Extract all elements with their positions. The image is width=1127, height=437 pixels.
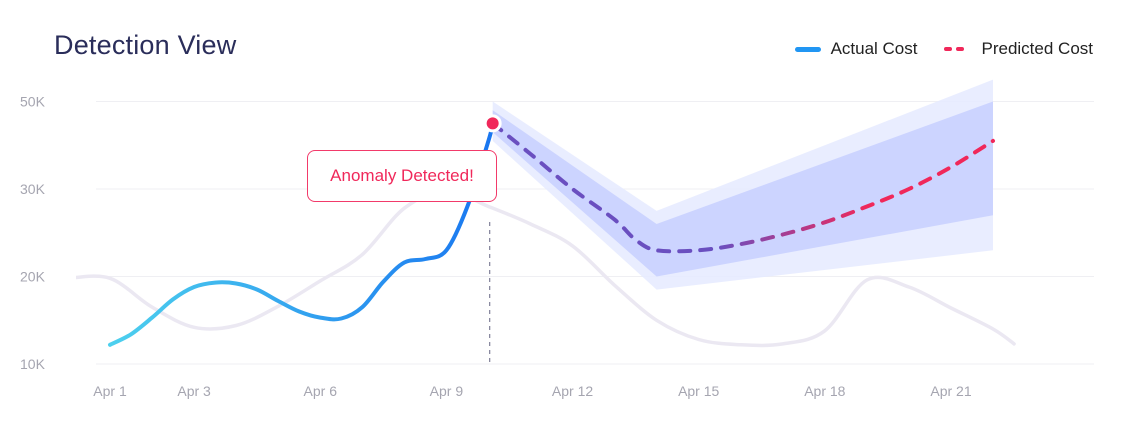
legend-swatch-predicted — [943, 47, 972, 51]
x-tick-label: Apr 6 — [304, 383, 338, 399]
plot-area — [76, 79, 1016, 364]
y-tick-label: 20K — [20, 269, 46, 285]
x-tick-label: Apr 3 — [177, 383, 211, 399]
legend-item-actual[interactable]: Actual Cost — [794, 39, 918, 59]
background-series-line — [76, 188, 1016, 348]
legend-label-predicted: Predicted Cost — [981, 39, 1094, 58]
chart-legend: Actual Cost Predicted Cost — [794, 39, 1094, 59]
prediction-band-inner — [492, 101, 993, 277]
y-tick-label: 50K — [20, 94, 46, 110]
y-tick-label: 30K — [20, 181, 46, 197]
chart-title: Detection View — [54, 30, 237, 60]
legend-swatch-actual — [794, 46, 821, 52]
legend-item-predicted[interactable]: Predicted Cost — [943, 39, 1094, 59]
series-actual-line — [108, 121, 495, 347]
x-tick-label: Apr 12 — [552, 383, 593, 399]
y-tick-label: 10K — [20, 356, 46, 372]
legend-label-actual: Actual Cost — [830, 39, 918, 58]
series-predicted-line — [490, 121, 995, 254]
x-tick-label: Apr 1 — [93, 383, 127, 399]
anomaly-point — [486, 117, 499, 130]
x-tick-label: Apr 15 — [678, 383, 719, 399]
anomaly-callout-label: Anomaly Detected! — [330, 166, 474, 185]
anomaly-callout: Anomaly Detected! — [307, 150, 497, 202]
x-tick-label: Apr 21 — [930, 383, 971, 399]
x-tick-label: Apr 9 — [430, 383, 464, 399]
x-tick-label: Apr 18 — [804, 383, 845, 399]
